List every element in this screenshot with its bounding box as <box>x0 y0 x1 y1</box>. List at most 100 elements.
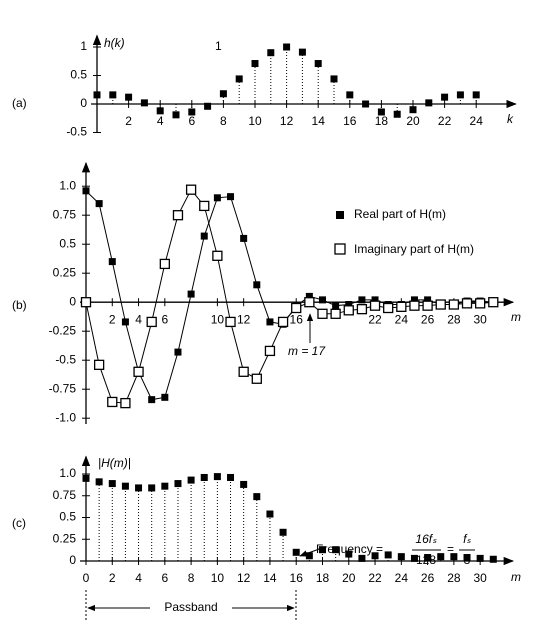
x-axis-label: m <box>511 310 521 324</box>
series-line <box>85 188 494 404</box>
data-point <box>200 232 208 240</box>
data-point <box>80 297 92 308</box>
data-point <box>345 550 353 558</box>
data-point <box>148 396 156 404</box>
data-point <box>409 106 417 114</box>
data-point <box>140 99 148 107</box>
data-point <box>82 474 90 482</box>
data-point <box>213 194 221 202</box>
data-point <box>227 473 235 481</box>
data-point <box>317 308 328 319</box>
x-tick-label: 18 <box>375 114 389 128</box>
y-tick-label: -0.75 <box>49 381 77 395</box>
data-point <box>332 302 340 310</box>
data-point <box>396 301 407 312</box>
data-point <box>93 91 101 99</box>
data-point <box>279 528 287 536</box>
data-point <box>461 298 473 309</box>
x-tick-label: 16 <box>343 114 357 128</box>
x-tick-label: 14 <box>263 571 277 585</box>
y-tick-label: 1.0 <box>59 466 76 480</box>
data-point <box>437 553 445 561</box>
data-point <box>161 482 169 490</box>
data-point <box>146 316 157 328</box>
y-tick-label: 0.5 <box>59 236 76 250</box>
x-tick-label: 2 <box>125 114 132 128</box>
data-point <box>135 484 143 492</box>
data-point <box>161 393 169 401</box>
data-point <box>441 93 449 101</box>
data-point <box>185 184 197 195</box>
data-point <box>133 366 144 377</box>
data-point <box>476 554 484 562</box>
y-tick-label: -0.25 <box>49 323 77 337</box>
passband-label: Passband <box>164 600 217 614</box>
panel-label: (b) <box>12 298 27 312</box>
data-point <box>212 250 223 261</box>
series-line <box>85 190 494 401</box>
data-point <box>219 90 227 98</box>
data-point <box>318 296 326 304</box>
data-point <box>253 281 261 289</box>
x-tick-label: 16 <box>290 571 304 585</box>
y-tick-label: 1 <box>80 39 87 53</box>
data-point <box>266 318 274 326</box>
x-tick-label: 20 <box>342 571 356 585</box>
data-point <box>204 102 212 110</box>
data-point <box>213 473 221 481</box>
data-point <box>267 49 275 57</box>
data-point <box>95 478 103 486</box>
x-axis-label: k <box>507 112 514 126</box>
data-point <box>159 258 170 270</box>
x-tick-label: 18 <box>316 571 330 585</box>
data-point <box>187 476 195 484</box>
y-tick-label: -0.5 <box>66 125 87 139</box>
data-point <box>304 297 315 308</box>
data-point <box>251 373 262 384</box>
x-tick-label: 12 <box>237 312 251 326</box>
x-tick-label: 6 <box>161 312 168 326</box>
data-point <box>358 296 366 304</box>
x-tick-label: 30 <box>473 312 487 326</box>
data-point <box>108 258 116 266</box>
annotation: 16fₛ <box>415 532 437 546</box>
data-point <box>125 93 133 101</box>
data-point <box>456 91 464 99</box>
data-point <box>240 480 248 488</box>
data-point <box>410 554 418 562</box>
data-point <box>305 292 313 300</box>
data-point <box>172 210 184 221</box>
data-point <box>253 493 261 501</box>
y-tick-label: -0.5 <box>55 352 76 366</box>
panel-label: (a) <box>12 96 27 110</box>
x-tick-label: 4 <box>157 114 164 128</box>
y-tick-label: 0.75 <box>53 207 77 221</box>
data-point <box>314 60 322 68</box>
data-point <box>156 107 164 115</box>
data-point <box>264 345 276 357</box>
data-point <box>148 484 156 492</box>
data-point <box>463 554 471 562</box>
data-point <box>409 300 420 311</box>
panel-label: (c) <box>12 516 26 530</box>
y-tick-label: 0.5 <box>70 68 87 82</box>
data-point <box>448 299 460 310</box>
annotation: 1 <box>215 39 222 53</box>
data-point <box>393 110 401 118</box>
data-point <box>371 552 379 560</box>
data-point <box>343 305 354 316</box>
x-tick-label: 2 <box>109 312 116 326</box>
data-point <box>109 91 117 99</box>
data-point <box>362 100 370 108</box>
data-point <box>200 473 208 481</box>
x-tick-label: 10 <box>211 312 225 326</box>
data-point <box>188 108 196 116</box>
data-point <box>240 234 248 242</box>
data-point <box>121 318 129 326</box>
data-point <box>489 555 497 563</box>
x-tick-label: 8 <box>220 114 227 128</box>
x-tick-label: 2 <box>109 571 116 585</box>
data-point <box>120 397 131 409</box>
x-tick-label: 4 <box>135 571 142 585</box>
x-tick-label: 20 <box>406 114 420 128</box>
